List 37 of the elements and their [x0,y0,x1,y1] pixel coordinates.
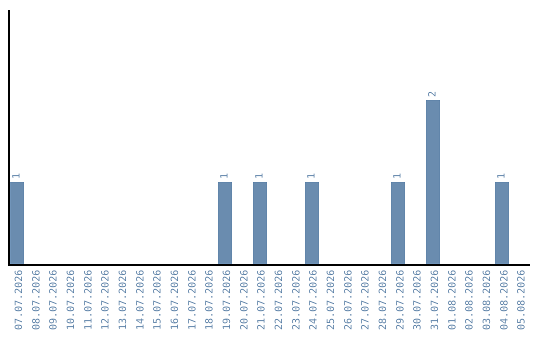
x-tick-label: 25.07.2026 [326,270,337,330]
x-tick-label: 26.07.2026 [343,270,354,330]
x-tick-label: 30.07.2026 [412,270,424,330]
x-tick-label: 15.07.2026 [152,270,164,330]
data-label: 1 [496,172,508,179]
x-tick-label: 16.07.2026 [170,270,181,330]
x-tick-label: 11.07.2026 [83,270,94,330]
x-tick-label: 17.07.2026 [187,270,198,330]
x-tick-label: 10.07.2026 [66,270,77,330]
data-label: 1 [392,172,404,179]
x-tick-label: 21.07.2026 [256,270,268,330]
x-tick-label: 02.08.2026 [464,270,476,330]
x-tick-label: 31.07.2026 [430,270,441,330]
x-tick-label: 03.08.2026 [482,270,493,330]
x-tick-label: 01.08.2026 [447,270,458,330]
data-label: 2 [428,90,438,97]
x-tick-label: 13.07.2026 [118,270,129,330]
data-label: 1 [254,172,266,179]
x-tick-label: 05.08.2026 [516,270,528,330]
x-tick-label: 23.07.2026 [291,270,302,330]
x-tick-label: 18.07.2026 [204,270,216,330]
data-label: 1 [220,172,230,179]
x-tick-label: 20.07.2026 [239,270,250,330]
x-tick-label: 29.07.2026 [395,270,406,330]
x-tick-label: 07.07.2026 [14,270,25,330]
x-tick-label: 12.07.2026 [100,270,112,330]
x-tick-label: 28.07.2026 [378,270,389,330]
data-label: 1 [306,172,318,179]
x-tick-label: 24.07.2026 [308,270,320,330]
x-tick-label: 04.08.2026 [499,270,510,330]
x-tick-label: 09.07.2026 [48,270,60,330]
x-tick-label: 27.07.2026 [360,270,372,330]
x-tick-label: 22.07.2026 [274,270,285,330]
x-tick-label: 08.07.2026 [31,270,42,330]
data-label: 1 [12,172,22,179]
x-tick-label: 14.07.2026 [135,270,146,330]
x-tick-label: 19.07.2026 [222,270,233,330]
